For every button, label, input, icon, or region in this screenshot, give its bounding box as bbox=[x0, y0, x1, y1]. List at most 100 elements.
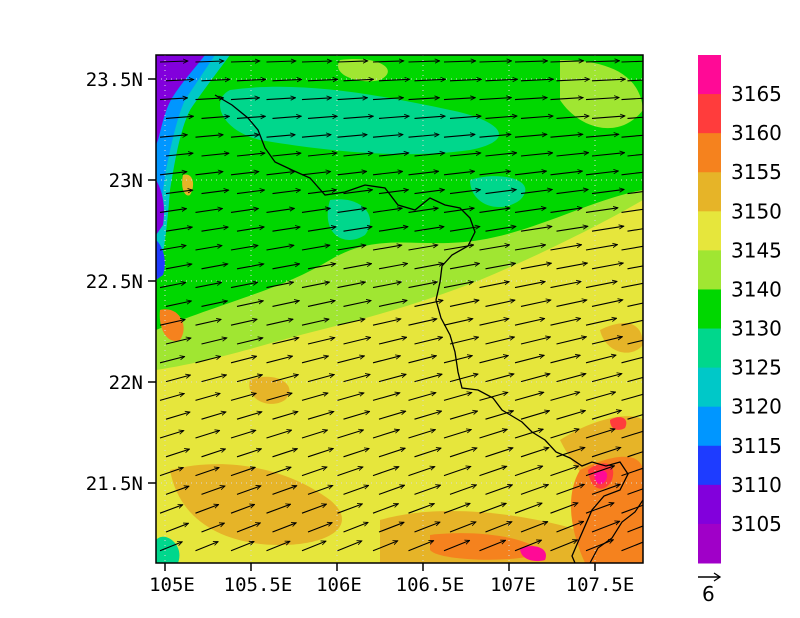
wind-vector bbox=[301, 135, 331, 138]
wind-vector bbox=[236, 412, 262, 420]
wind-vector bbox=[266, 172, 295, 176]
wind-vector bbox=[343, 116, 374, 118]
wind-vector bbox=[343, 227, 373, 232]
wind-vector bbox=[378, 190, 408, 195]
wind-vector bbox=[159, 505, 183, 514]
wind-vector bbox=[301, 541, 326, 552]
wind-vector bbox=[408, 467, 435, 477]
wind-vector bbox=[479, 392, 508, 401]
wind-vector bbox=[272, 449, 298, 458]
wind-vector bbox=[343, 301, 372, 307]
wind-vector bbox=[272, 190, 301, 195]
wind-vector bbox=[195, 135, 224, 138]
wind-vector bbox=[449, 79, 482, 81]
wind-vector bbox=[372, 504, 398, 514]
wind-vector bbox=[591, 189, 624, 195]
wind-vector bbox=[307, 412, 334, 420]
wind-vector bbox=[627, 228, 643, 232]
wind-vector bbox=[301, 356, 329, 364]
wind-vector bbox=[195, 61, 224, 62]
wind-vector bbox=[266, 208, 295, 213]
colorbar-swatch bbox=[698, 250, 721, 290]
wind-vector bbox=[230, 467, 255, 477]
wind-vector bbox=[408, 135, 440, 138]
wind-vector bbox=[230, 393, 256, 401]
wind-vector bbox=[201, 116, 230, 118]
colorbar-swatch bbox=[698, 172, 721, 212]
wind-vector bbox=[550, 282, 582, 289]
wind-vector bbox=[372, 356, 400, 364]
wind-vector bbox=[485, 153, 517, 157]
wind-vector bbox=[627, 191, 643, 195]
wind-vector bbox=[520, 226, 552, 232]
colorbar-swatch bbox=[698, 211, 721, 251]
wind-vector bbox=[337, 98, 368, 100]
wind-vector bbox=[337, 430, 364, 439]
wind-vector bbox=[449, 485, 477, 495]
wind-vector bbox=[378, 337, 407, 345]
wind-vector bbox=[556, 226, 588, 232]
wind-vector bbox=[266, 135, 296, 138]
wind-vector bbox=[272, 338, 299, 345]
colorbar-level-label: 3155 bbox=[731, 160, 782, 184]
wind-vector bbox=[159, 320, 185, 326]
wind-vector bbox=[443, 208, 474, 213]
wind-vector bbox=[159, 394, 184, 401]
wind-vector bbox=[621, 356, 643, 364]
wind-vector bbox=[195, 282, 222, 289]
wind-vector bbox=[165, 227, 192, 232]
wind-vector bbox=[301, 430, 328, 439]
wind-vector bbox=[343, 337, 371, 345]
lon-tick-label: 107.5E bbox=[566, 574, 635, 596]
wind-vector bbox=[201, 486, 226, 495]
wind-vector bbox=[449, 116, 481, 118]
wind-vector bbox=[550, 429, 580, 439]
wind-vector bbox=[165, 116, 194, 118]
wind-vector bbox=[195, 172, 223, 176]
wind-vector bbox=[159, 542, 182, 552]
wind-vector bbox=[550, 245, 582, 251]
wind-vector bbox=[165, 486, 189, 495]
wind-vector bbox=[301, 61, 332, 62]
colorbar-level-label: 3165 bbox=[731, 82, 782, 106]
colorbar-level-label: 3145 bbox=[731, 238, 782, 262]
wind-vector bbox=[372, 171, 403, 176]
colorbar-level-label: 3120 bbox=[731, 395, 782, 419]
wind-vector bbox=[520, 522, 548, 533]
wind-vector bbox=[556, 521, 584, 533]
wind-vector bbox=[201, 375, 227, 383]
wind-vector bbox=[585, 281, 617, 289]
map-gridlines bbox=[156, 55, 643, 563]
wind-vector bbox=[556, 411, 586, 420]
lat-tick-label: 21.5N bbox=[86, 473, 143, 495]
wind-vector bbox=[165, 190, 193, 195]
wind-vector bbox=[520, 116, 553, 119]
wind-vector bbox=[514, 134, 547, 138]
colorbar-level-label: 3130 bbox=[731, 317, 782, 341]
wind-vector bbox=[556, 448, 585, 458]
wind-vector bbox=[236, 79, 266, 80]
wind-vector bbox=[266, 541, 291, 552]
wind-vector bbox=[591, 153, 625, 157]
wind-vector bbox=[372, 467, 399, 477]
wind-vector bbox=[449, 522, 476, 533]
wind-vector bbox=[201, 227, 229, 232]
lat-tick-label: 22.5N bbox=[86, 271, 143, 293]
colorbar-swatch bbox=[698, 55, 721, 95]
wind-vector bbox=[550, 171, 583, 176]
wind-vector bbox=[165, 80, 194, 81]
wind-vector bbox=[585, 171, 618, 176]
wind-vector bbox=[159, 283, 186, 289]
wind-vector bbox=[307, 523, 332, 533]
longitude-axis: 105E 105.5E 106E 106.5E 107E 107.5E bbox=[149, 563, 634, 596]
wind-vector bbox=[230, 61, 260, 62]
wind-vector bbox=[408, 393, 436, 401]
wind-vector bbox=[627, 116, 643, 119]
wind-vector bbox=[343, 190, 373, 195]
wind-vector bbox=[414, 374, 443, 383]
wind-vector bbox=[479, 540, 506, 552]
wind-vector bbox=[520, 374, 550, 383]
wind-vector bbox=[621, 282, 643, 289]
colorbar-swatch bbox=[698, 445, 721, 486]
wind-vector bbox=[414, 116, 446, 118]
